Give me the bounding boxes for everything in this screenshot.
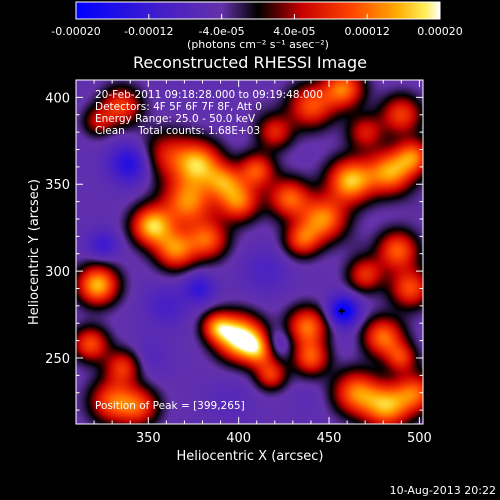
axis-ticks: 350 400 450 500 250 300 350 400 bbox=[45, 79, 432, 446]
annotation-block: 20-Feb-2011 09:18:28.000 to 09:19:48.000… bbox=[95, 89, 323, 137]
generation-timestamp: 10-Aug-2013 20:22 bbox=[390, 484, 496, 497]
colorbar-tick-label: -0.00020 bbox=[51, 25, 100, 38]
annotation-time-range: 20-Feb-2011 09:18:28.000 to 09:19:48.000 bbox=[95, 89, 323, 101]
x-tick-label: 450 bbox=[317, 431, 342, 446]
y-tick-label: 350 bbox=[45, 178, 70, 193]
colorbar-tick-label: 0.00020 bbox=[417, 25, 463, 38]
colorbar-tick-label: 0.00012 bbox=[344, 25, 390, 38]
colorbar-ticks: -0.00020 -0.00012 -4.0e-05 4.0e-05 0.00012 0.… bbox=[51, 14, 463, 38]
colorbar-unit-label: (photons cm⁻² s⁻¹ asec⁻²) bbox=[187, 38, 329, 51]
annotation-energy-range: Energy Range: 25.0 - 50.0 keV bbox=[95, 113, 256, 125]
peak-position-label: Position of Peak = [399,265] bbox=[95, 400, 245, 412]
plot-area: 350 400 450 500 250 300 350 400 20-Feb-2011 09:… bbox=[45, 79, 432, 446]
plot-frame bbox=[75, 79, 424, 425]
colorbar-tick-label: -4.0e-05 bbox=[198, 25, 244, 38]
x-tick-label: 400 bbox=[226, 431, 251, 446]
x-tick-label: 500 bbox=[407, 431, 432, 446]
colorbar-tick-label: -0.00012 bbox=[124, 25, 173, 38]
colorbar-gradient bbox=[75, 1, 441, 20]
peak-marker bbox=[338, 308, 345, 315]
chart-title: Reconstructed RHESSI Image bbox=[133, 53, 367, 72]
annotation-clean-counts: Clean Total counts: 1.68E+03 bbox=[95, 125, 260, 137]
colorbar-tick-label: 4.0e-05 bbox=[273, 25, 315, 38]
y-tick-label: 400 bbox=[45, 91, 70, 106]
y-tick-label: 250 bbox=[45, 352, 70, 367]
colorbar: -0.00020 -0.00012 -4.0e-05 4.0e-05 0.00012 0.… bbox=[51, 1, 463, 51]
y-tick-label: 300 bbox=[45, 265, 70, 280]
y-axis-label: Heliocentric Y (arcsec) bbox=[27, 179, 42, 325]
x-tick-label: 350 bbox=[136, 431, 161, 446]
x-axis-label: Heliocentric X (arcsec) bbox=[177, 449, 324, 464]
annotation-detectors: Detectors: 4F 5F 6F 7F 8F, Att 0 bbox=[95, 101, 262, 113]
